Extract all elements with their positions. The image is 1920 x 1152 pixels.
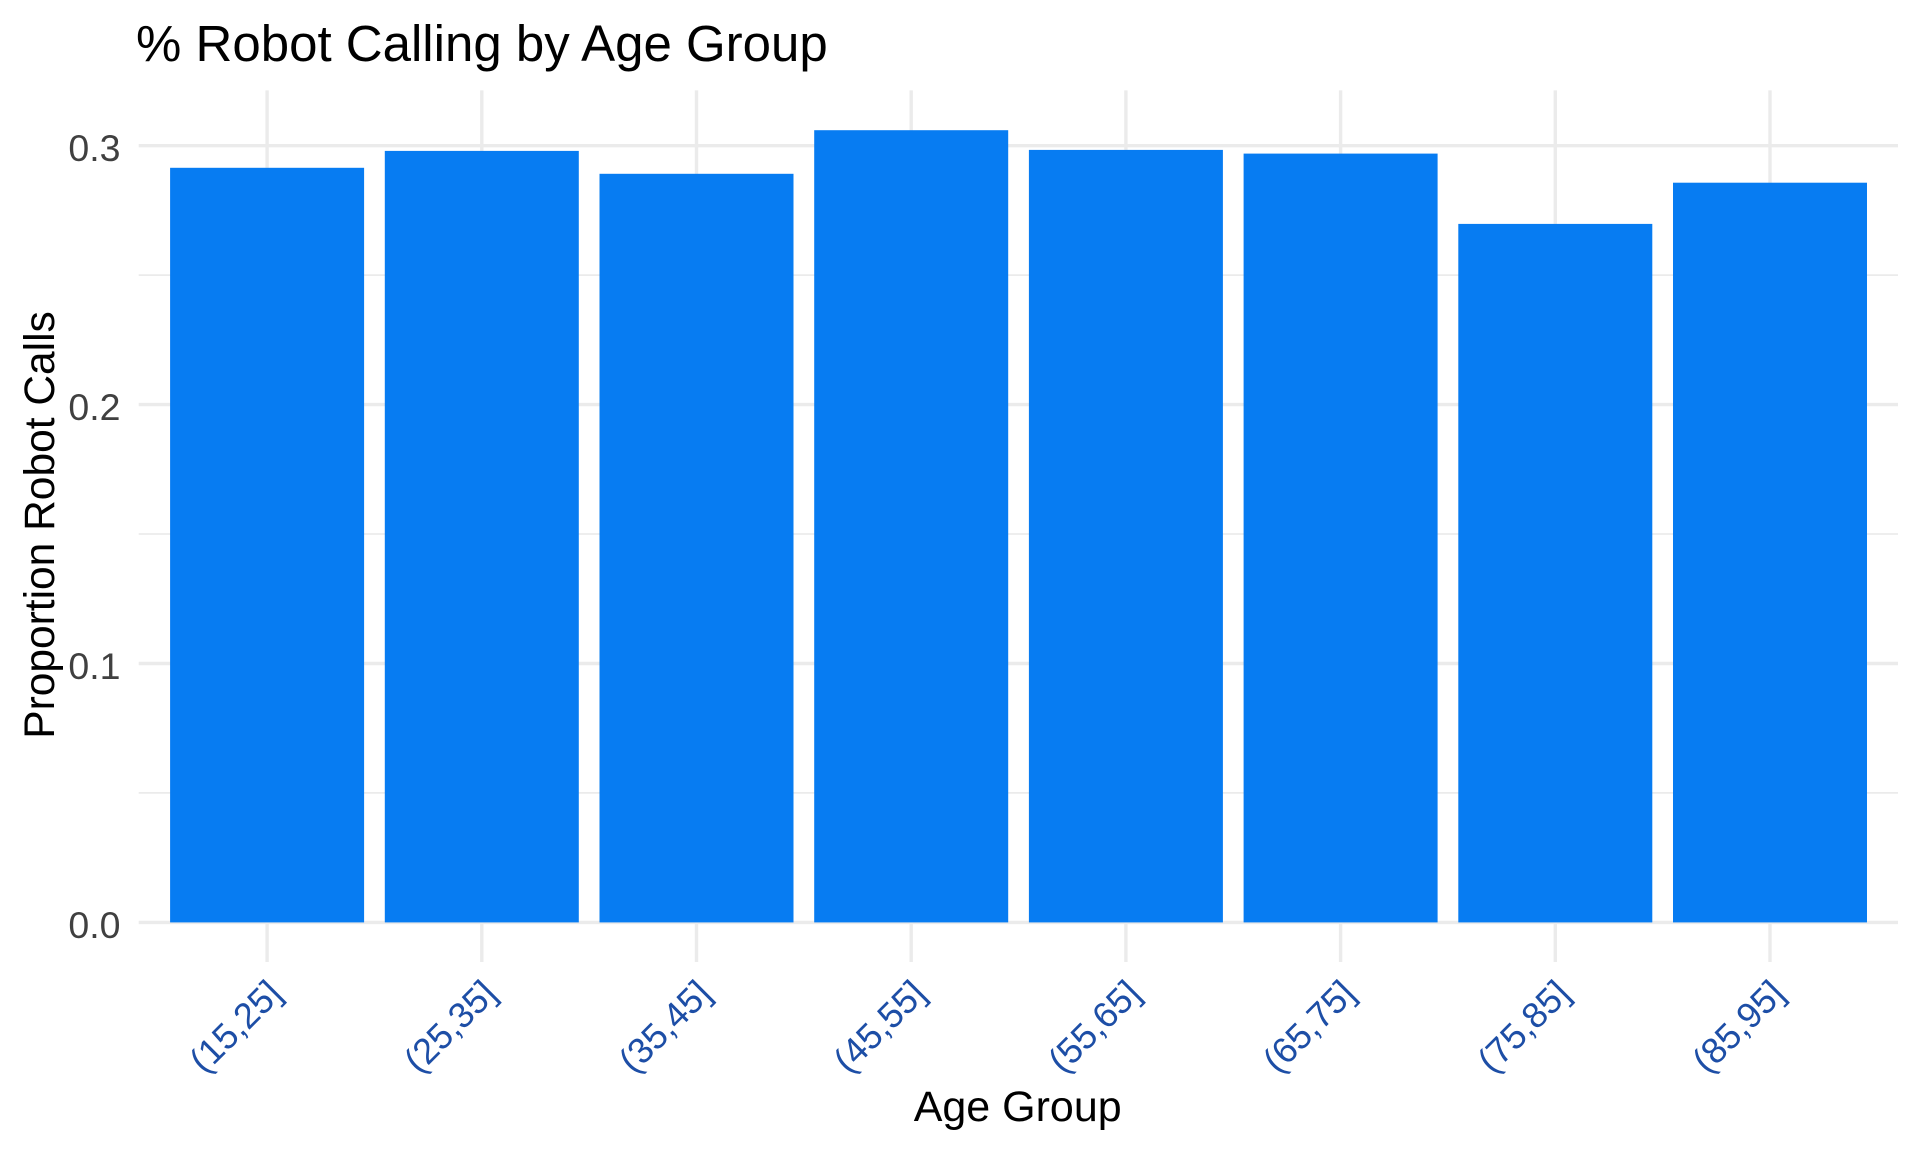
svg-text:0.3: 0.3 [68, 127, 120, 169]
svg-text:Proportion Robot Calls: Proportion Robot Calls [17, 311, 64, 739]
svg-text:0.0: 0.0 [68, 904, 120, 946]
svg-text:% Robot Calling by Age Group: % Robot Calling by Age Group [136, 15, 828, 72]
svg-text:0.1: 0.1 [68, 645, 120, 687]
svg-text:0.2: 0.2 [68, 386, 120, 428]
svg-text:Age Group: Age Group [914, 1083, 1122, 1131]
